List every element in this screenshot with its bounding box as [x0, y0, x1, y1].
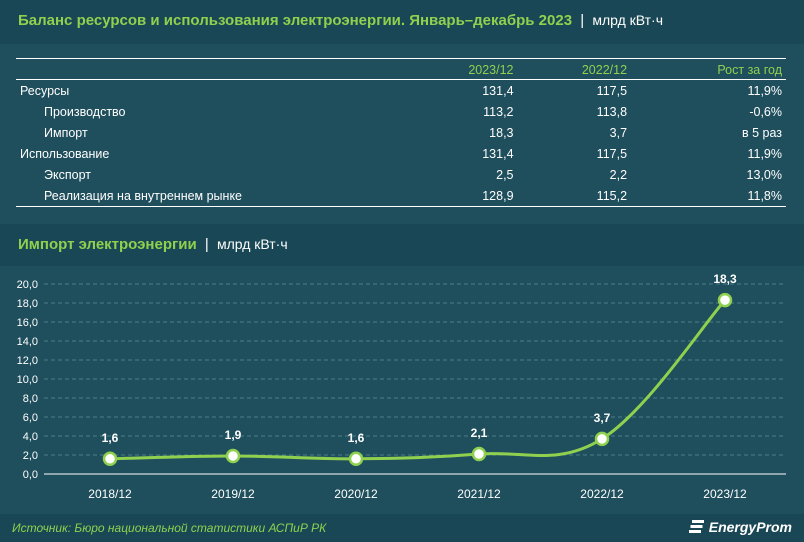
y-tick-label: 10,0 [17, 374, 38, 386]
column-header: 2023/12 [404, 58, 518, 80]
x-tick-label: 2020/12 [334, 487, 378, 501]
brand-logo: EnergyProm [688, 519, 792, 535]
import-line-chart: 0,0 2,0 4,0 6,0 8,0 10,0 12,0 14,0 16,0 18,0 20,0 2… [17, 272, 786, 501]
cell-value: 11,9% [747, 147, 782, 161]
row-label: Производство [44, 105, 126, 119]
title-text: Баланс ресурсов и использования электроэ… [18, 12, 573, 29]
cell-value: 113,8 [596, 105, 628, 119]
data-point [594, 431, 610, 447]
row-label: Импорт [44, 126, 88, 140]
cell-value: 18,3 [489, 126, 514, 140]
y-tick-label: 14,0 [17, 336, 38, 348]
row-label: Использование [20, 147, 110, 161]
row-label: Экспорт [44, 168, 91, 182]
title-unit: млрд кВт·ч [592, 12, 663, 28]
cell-value: 117,5 [596, 147, 628, 161]
table-row: Производство 113,2 113,8 -0,6% [16, 101, 786, 122]
table-row: Использование 131,4 117,5 11,9% [16, 143, 786, 164]
y-tick-label: 18,0 [17, 298, 38, 310]
balance-table: 2023/12 2022/12 Рост за год Ресурсы 131,4… [16, 58, 786, 207]
y-tick-label: 8,0 [23, 393, 38, 405]
chart-title: Импорт электроэнергии | млрд кВт·ч [18, 236, 288, 253]
chart-title-text: Импорт электроэнергии [18, 236, 197, 253]
y-tick-label: 12,0 [17, 355, 38, 367]
column-header: Рост за год [631, 58, 786, 80]
chart-header-bar: Импорт электроэнергии | млрд кВт·ч [0, 224, 804, 266]
balance-table-area: 2023/12 2022/12 Рост за год Ресурсы 131,4… [0, 44, 804, 224]
x-tick-label: 2018/12 [88, 487, 132, 501]
data-point [225, 448, 241, 464]
x-tick-label: 2023/12 [703, 487, 747, 501]
y-tick-label: 2,0 [23, 450, 38, 462]
brand-name: EnergyProm [708, 519, 792, 535]
x-tick-label: 2022/12 [580, 487, 624, 501]
footer: Источник: Бюро национальной статистики А… [0, 514, 804, 542]
series-line [109, 299, 727, 461]
cell-value: 3,7 [609, 126, 628, 140]
cell-value: 131,4 [482, 147, 514, 161]
x-tick-label: 2019/12 [211, 487, 255, 501]
table-body: Ресурсы 131,4 117,5 11,9% Производство 113,2 1… [16, 80, 786, 207]
data-label: 2,1 [471, 426, 488, 440]
data-label: 1,6 [348, 431, 365, 445]
data-point [717, 292, 733, 308]
table-row: Импорт 18,3 3,7 в 5 раз [16, 122, 786, 143]
table-row: Ресурсы 131,4 117,5 11,9% [16, 80, 786, 102]
chart-title-separator: | [204, 236, 209, 253]
data-label: 1,9 [225, 428, 242, 442]
column-header [16, 58, 404, 80]
data-label: 1,6 [102, 431, 119, 445]
y-tick-label: 0,0 [23, 469, 38, 481]
data-point [102, 451, 118, 467]
header-bar: Баланс ресурсов и использования электроэ… [0, 0, 804, 44]
cell-value: 128,9 [404, 185, 518, 207]
cell-value: -0,6% [749, 105, 782, 119]
cell-value: 117,5 [596, 84, 628, 98]
y-tick-label: 16,0 [17, 317, 38, 329]
table-header-row: 2023/12 2022/12 Рост за год [16, 58, 786, 80]
cell-value: 11,9% [747, 84, 782, 98]
table-row: Экспорт 2,5 2,2 13,0% [16, 164, 786, 185]
source-note: Источник: Бюро национальной статистики А… [12, 521, 327, 535]
data-label: 3,7 [594, 411, 611, 425]
cell-value: 2,5 [496, 168, 514, 182]
chart-title-unit: млрд кВт·ч [216, 236, 288, 252]
y-tick-label: 6,0 [23, 412, 38, 424]
y-tick-label: 4,0 [23, 431, 38, 443]
cell-value: 2,2 [609, 168, 628, 182]
data-label: 18,3 [713, 272, 737, 286]
data-point [348, 451, 364, 467]
data-point [471, 446, 487, 462]
cell-value: 115,2 [517, 185, 632, 207]
cell-value: 13,0% [746, 168, 782, 182]
y-tick-label: 20,0 [17, 279, 38, 291]
cell-value: 131,4 [482, 84, 514, 98]
title-separator: | [580, 12, 585, 29]
row-label: Ресурсы [20, 84, 70, 98]
brand-icon [688, 520, 704, 533]
cell-value: в 5 раз [741, 126, 782, 140]
cell-value: 11,8% [631, 185, 786, 207]
cell-value: 113,2 [483, 105, 514, 119]
x-tick-label: 2021/12 [457, 487, 501, 501]
column-header: 2022/12 [517, 58, 632, 80]
table-row: Реализация на внутреннем рынке 128,9 115,2… [16, 185, 786, 207]
page-title: Баланс ресурсов и использования электроэ… [18, 12, 663, 29]
row-label: Реализация на внутреннем рынке [16, 185, 404, 207]
